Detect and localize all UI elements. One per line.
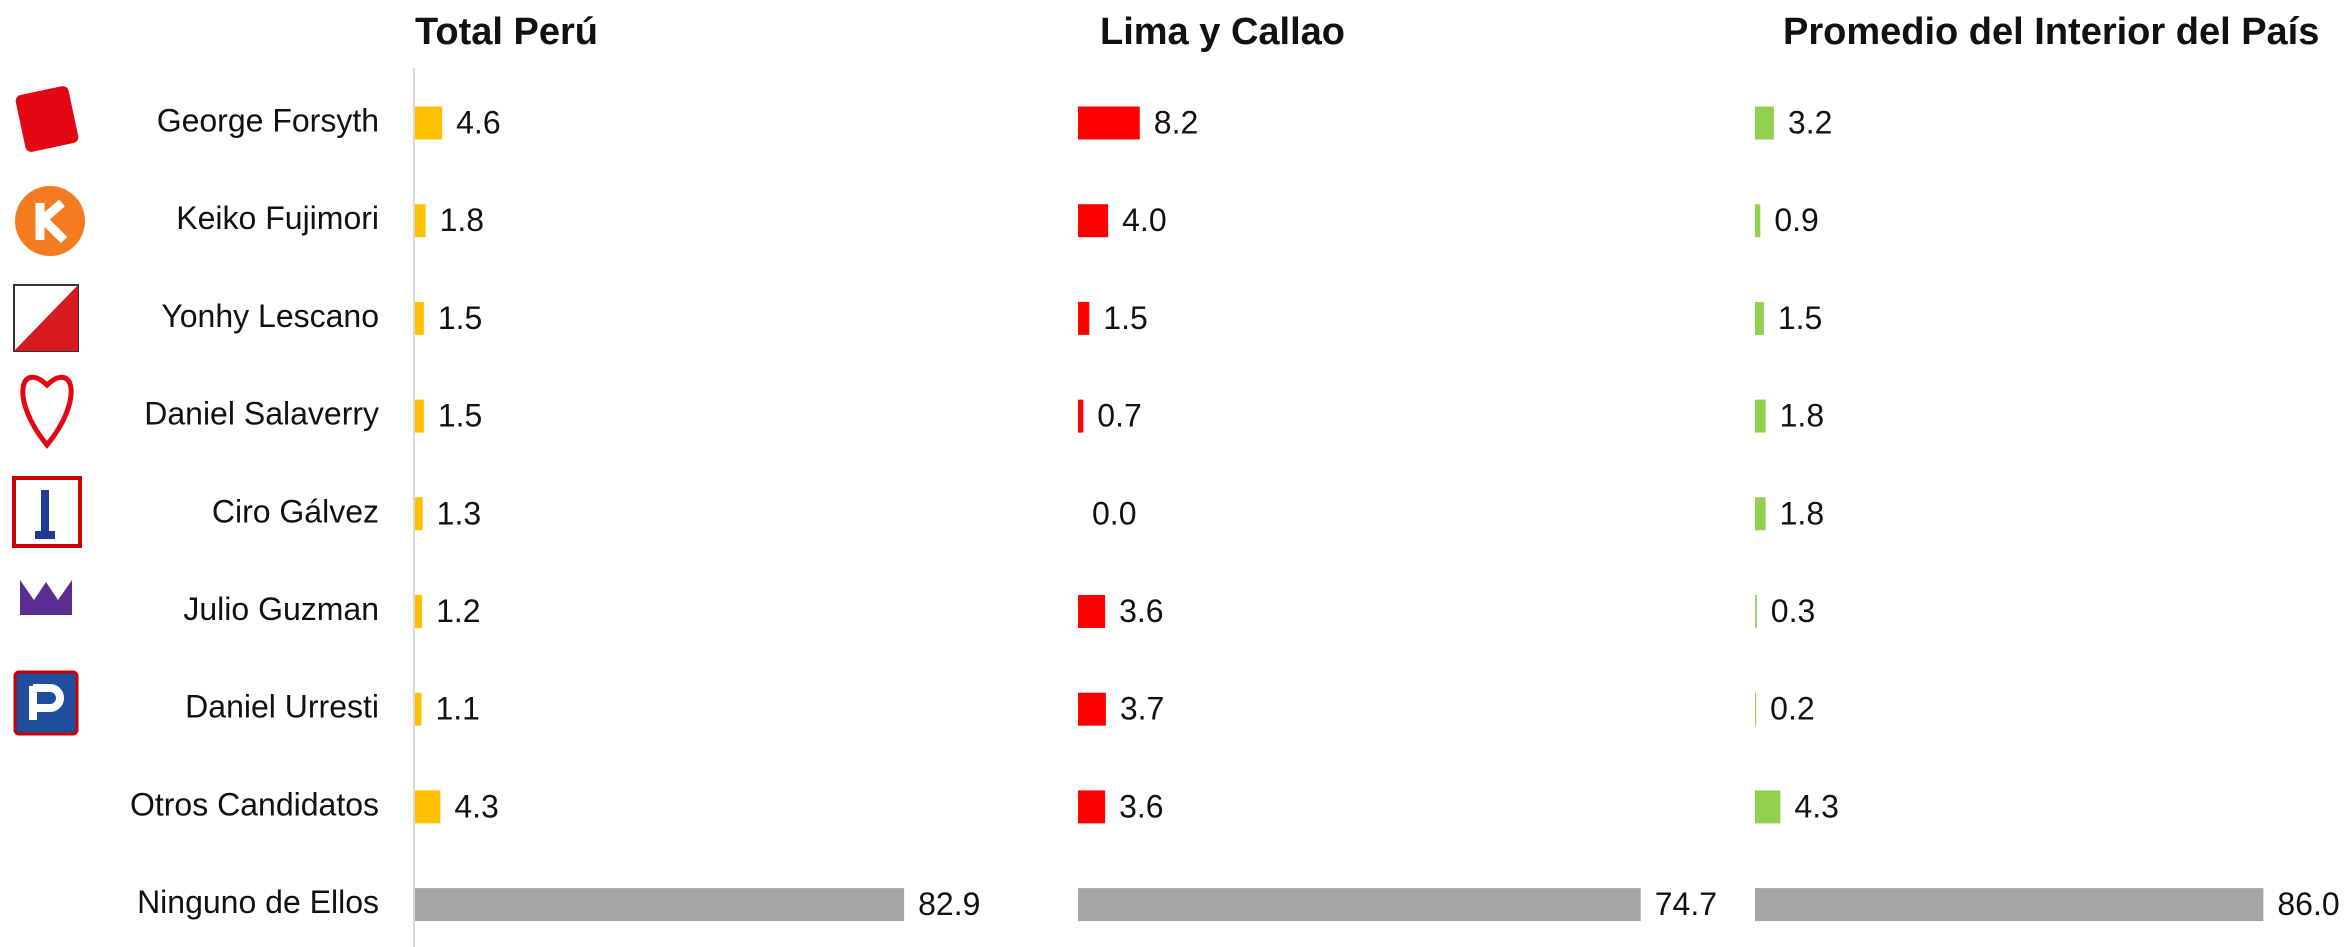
value-label: 3.7 xyxy=(1120,691,1164,727)
category-label: Daniel Salaverry xyxy=(144,396,379,432)
logo xyxy=(35,490,55,539)
logo xyxy=(15,86,79,152)
category-label: Keiko Fujimori xyxy=(176,200,379,236)
bar xyxy=(1078,399,1084,433)
logo xyxy=(13,670,79,736)
value-label: 1.5 xyxy=(1778,300,1822,336)
bar xyxy=(1755,692,1757,726)
bar xyxy=(1078,301,1090,335)
bar xyxy=(415,888,905,922)
value-label: 4.3 xyxy=(454,788,498,824)
value-label: 1.8 xyxy=(1780,495,1824,531)
value-label: 1.8 xyxy=(1780,398,1824,434)
bar xyxy=(415,399,424,433)
bar xyxy=(415,595,423,628)
value-label: 8.2 xyxy=(1154,104,1198,140)
bar xyxy=(1755,888,2264,922)
party-logos xyxy=(12,86,85,736)
category-label: George Forsyth xyxy=(157,102,379,138)
bar xyxy=(1755,204,1761,238)
value-label: 1.5 xyxy=(438,398,482,434)
bar xyxy=(1078,595,1106,628)
value-label: 3.6 xyxy=(1119,593,1163,629)
value-label: 3.6 xyxy=(1119,788,1163,824)
value-label: 82.9 xyxy=(918,886,980,922)
value-label: 1.5 xyxy=(438,300,482,336)
logo xyxy=(20,375,74,449)
category-label: Daniel Urresti xyxy=(185,689,379,725)
value-label: 0.2 xyxy=(1770,691,1814,727)
value-label: 86.0 xyxy=(2277,886,2339,922)
value-label: 4.6 xyxy=(456,104,500,140)
bar xyxy=(1755,106,1774,140)
bar xyxy=(1755,790,1781,824)
value-label: 4.0 xyxy=(1122,202,1166,238)
panel-title: Promedio del Interior del País xyxy=(1783,11,2319,53)
bar xyxy=(1755,497,1766,531)
bar xyxy=(415,790,441,824)
value-label: 0.9 xyxy=(1774,202,1818,238)
bar xyxy=(1078,204,1109,238)
panel-title: Lima y Callao xyxy=(1100,11,1345,53)
bar xyxy=(415,204,426,238)
bar xyxy=(1078,106,1140,140)
value-label: 4.3 xyxy=(1794,788,1838,824)
bar xyxy=(1755,301,1764,335)
bar xyxy=(1078,692,1106,726)
logo xyxy=(14,285,78,351)
value-label: 0.0 xyxy=(1092,495,1136,531)
category-label: Ninguno de Ellos xyxy=(137,884,379,920)
value-label: 3.2 xyxy=(1788,104,1832,140)
value-label: 1.5 xyxy=(1103,300,1147,336)
value-label: 0.7 xyxy=(1097,398,1141,434)
category-label: Yonhy Lescano xyxy=(161,298,379,334)
bar xyxy=(1755,399,1766,433)
value-label: 1.3 xyxy=(437,495,481,531)
logo xyxy=(35,199,68,244)
bar xyxy=(1755,595,1757,628)
bar xyxy=(1078,790,1106,824)
value-label: 1.8 xyxy=(440,202,484,238)
bar xyxy=(415,692,422,726)
bar xyxy=(415,106,443,140)
category-label: Ciro Gálvez xyxy=(212,493,379,529)
value-label: 1.2 xyxy=(436,593,480,629)
logo xyxy=(20,580,72,615)
panel-title: Total Perú xyxy=(415,11,598,53)
value-label: 74.7 xyxy=(1655,886,1717,922)
value-label: 0.3 xyxy=(1771,593,1815,629)
category-label: Otros Candidatos xyxy=(130,786,379,822)
bar xyxy=(415,497,423,531)
value-label: 1.1 xyxy=(435,691,479,727)
category-label: Julio Guzman xyxy=(183,591,379,627)
bar xyxy=(415,301,424,335)
bar xyxy=(1078,888,1641,922)
logo xyxy=(29,684,64,720)
